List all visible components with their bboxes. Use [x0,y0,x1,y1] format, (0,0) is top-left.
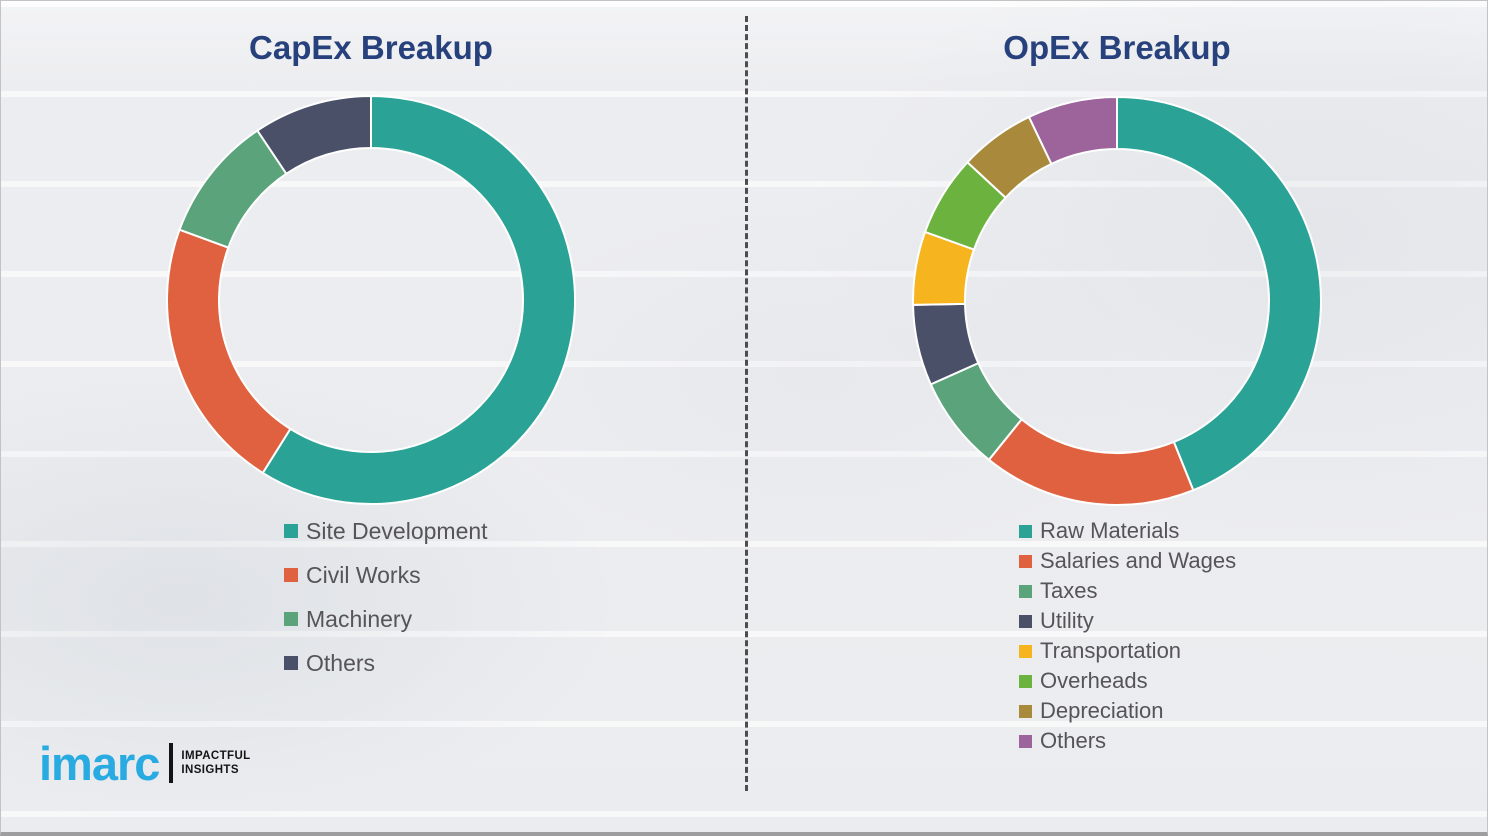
legend-swatch [1019,584,1032,598]
legend-label: Machinery [306,605,413,632]
legend-item: Others [284,648,488,678]
legend-label: Overheads [1040,668,1148,693]
legend-item: Site Development [284,516,488,546]
donut-segment [256,94,372,176]
legend-swatch [1019,674,1032,688]
legend-label: Site Development [306,517,488,544]
opex-donut-chart [912,95,1322,506]
legend-swatch [284,656,298,670]
legend-swatch [284,612,298,626]
legend-label: Raw Materials [1040,518,1180,543]
legend-label: Taxes [1040,578,1098,603]
capex-donut-chart [166,94,576,505]
divider-dashed-line [745,16,748,791]
legend-swatch [1019,524,1032,538]
imarc-logo-tagline: IMPACTFUL INSIGHTS [181,749,250,778]
legend-item: Civil Works [284,560,488,590]
donut-segment [987,417,1195,506]
legend-item: Raw Materials [1019,516,1236,546]
legend-item: Salaries and Wages [1019,546,1236,576]
legend-item: Machinery [284,604,488,634]
opex-legend: Raw Materials Salaries and Wages Taxes Util… [1019,516,1236,756]
legend-item: Utility [1019,606,1236,636]
legend-label: Others [306,649,376,676]
legend-label: Others [1040,728,1107,753]
legend-label: Depreciation [1040,698,1164,723]
legend-item: Transportation [1019,636,1236,666]
legend-swatch [1019,734,1032,748]
capex-title: CapEx Breakup [249,29,493,66]
imarc-logo-wordmark: imarc [39,736,160,790]
legend-swatch [1019,614,1032,628]
donut-segment [261,94,576,505]
legend-item: Taxes [1019,576,1236,606]
legend-swatch [284,524,298,538]
legend-swatch [1019,644,1032,658]
legend-swatch [1019,704,1032,718]
imarc-tagline-line1: IMPACTFUL [181,749,251,762]
donut-segment [1027,95,1118,166]
legend-item: Overheads [1019,666,1236,696]
donut-segment [1116,95,1322,492]
legend-swatch [284,568,298,582]
opex-title: OpEx Breakup [1003,29,1231,66]
capex-legend: Site Development Civil Works Machinery Othe… [284,516,488,692]
legend-label: Salaries and Wages [1040,548,1237,573]
imarc-logo-divider-bar [169,743,174,783]
legend-item: Depreciation [1019,696,1236,726]
legend-item: Others [1019,726,1236,756]
legend-label: Utility [1040,608,1094,633]
imarc-tagline-line2: INSIGHTS [181,764,239,776]
imarc-logo: imarc IMPACTFUL INSIGHTS [39,734,251,792]
legend-label: Transportation [1040,638,1182,663]
donut-segment [166,228,292,475]
legend-swatch [1019,554,1032,568]
legend-label: Civil Works [306,561,421,588]
